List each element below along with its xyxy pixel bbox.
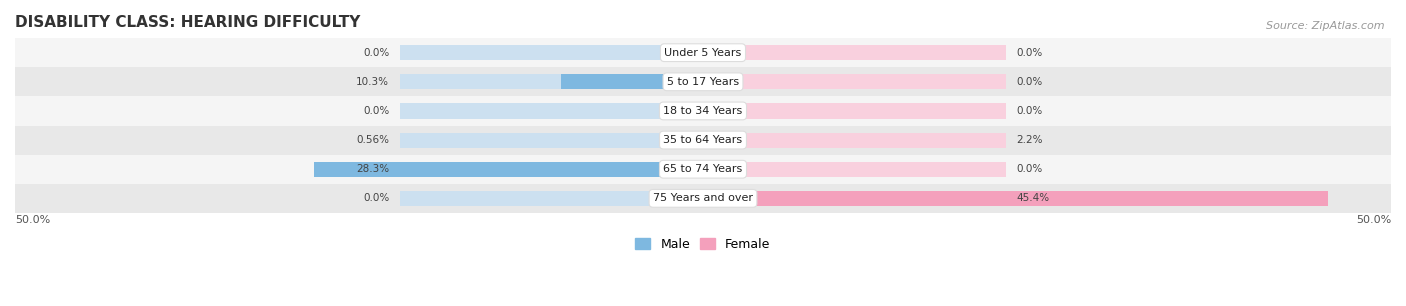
Text: 0.0%: 0.0%	[363, 48, 389, 58]
Bar	[401, 191, 703, 206]
Bar	[703, 132, 1005, 148]
Bar	[401, 74, 703, 89]
Bar	[561, 74, 703, 89]
Text: 0.0%: 0.0%	[363, 106, 389, 116]
Text: 0.0%: 0.0%	[363, 193, 389, 203]
Text: DISABILITY CLASS: HEARING DIFFICULTY: DISABILITY CLASS: HEARING DIFFICULTY	[15, 15, 360, 30]
Bar	[703, 162, 1005, 177]
Bar	[401, 45, 703, 60]
Text: 2.2%: 2.2%	[1017, 135, 1043, 145]
Bar	[401, 103, 703, 118]
Bar	[703, 191, 1327, 206]
Text: 0.0%: 0.0%	[1017, 77, 1043, 87]
Text: 0.0%: 0.0%	[1017, 164, 1043, 174]
Text: 28.3%: 28.3%	[356, 164, 389, 174]
Text: 50.0%: 50.0%	[15, 215, 51, 225]
Bar	[15, 155, 1391, 184]
Bar	[15, 96, 1391, 125]
Text: 10.3%: 10.3%	[356, 77, 389, 87]
Bar	[703, 45, 1005, 60]
Text: 65 to 74 Years: 65 to 74 Years	[664, 164, 742, 174]
Text: 0.56%: 0.56%	[356, 135, 389, 145]
Legend: Male, Female: Male, Female	[630, 233, 776, 256]
Bar	[401, 132, 703, 148]
Text: 5 to 17 Years: 5 to 17 Years	[666, 77, 740, 87]
Text: Source: ZipAtlas.com: Source: ZipAtlas.com	[1267, 21, 1385, 32]
Text: 35 to 64 Years: 35 to 64 Years	[664, 135, 742, 145]
Bar	[15, 125, 1391, 155]
Bar	[15, 184, 1391, 213]
Bar	[401, 162, 703, 177]
Text: 50.0%: 50.0%	[1355, 215, 1391, 225]
Text: 45.4%: 45.4%	[1017, 193, 1050, 203]
Text: 0.0%: 0.0%	[1017, 106, 1043, 116]
Text: 18 to 34 Years: 18 to 34 Years	[664, 106, 742, 116]
Bar	[703, 132, 734, 148]
Text: Under 5 Years: Under 5 Years	[665, 48, 741, 58]
Bar	[314, 162, 703, 177]
Bar	[15, 67, 1391, 96]
Bar	[703, 191, 1005, 206]
Bar	[15, 38, 1391, 67]
Bar	[696, 132, 703, 148]
Text: 75 Years and over: 75 Years and over	[652, 193, 754, 203]
Bar	[703, 103, 1005, 118]
Text: 0.0%: 0.0%	[1017, 48, 1043, 58]
Bar	[703, 74, 1005, 89]
